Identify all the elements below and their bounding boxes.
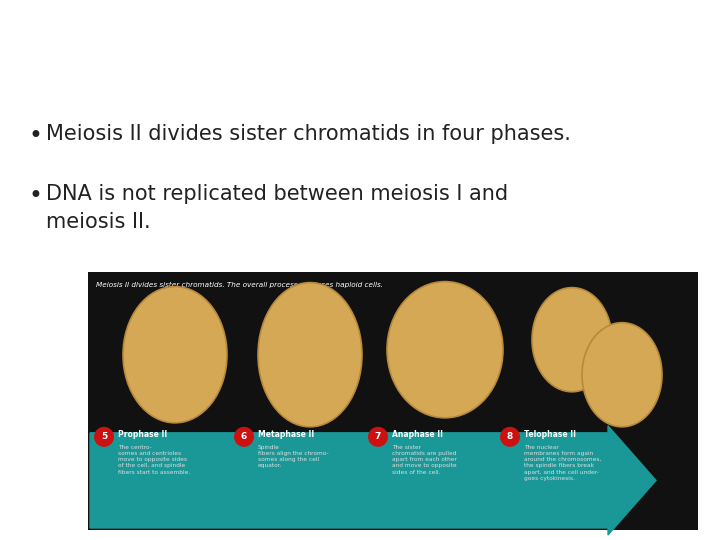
Text: Meiosis II divides sister chromatids in four phases.: Meiosis II divides sister chromatids in … [46, 124, 571, 144]
FancyArrow shape [90, 426, 656, 535]
Text: The centro-
somes and centrioles
move to opposite sides
of the cell, and spindle: The centro- somes and centrioles move to… [118, 445, 190, 475]
Text: The sister
chromatids are pulled
apart from each other
and move to opposite
side: The sister chromatids are pulled apart f… [392, 445, 457, 475]
Text: 6: 6 [241, 433, 247, 441]
Circle shape [500, 427, 520, 447]
Text: Prophase II: Prophase II [118, 430, 167, 440]
Circle shape [234, 427, 254, 447]
Circle shape [368, 427, 388, 447]
Text: Metaphase II: Metaphase II [258, 430, 314, 440]
Text: 8: 8 [507, 433, 513, 441]
Text: Telophase II: Telophase II [524, 430, 576, 440]
Ellipse shape [123, 287, 227, 423]
Ellipse shape [387, 281, 503, 418]
Text: 5: 5 [101, 433, 107, 441]
Ellipse shape [258, 282, 362, 427]
Text: Spindle
fibers align the chromo-
somes along the cell
equator.: Spindle fibers align the chromo- somes a… [258, 445, 328, 469]
Text: 6.1 Chromosomes and Meiosis: 6.1 Chromosomes and Meiosis [11, 23, 486, 51]
Ellipse shape [582, 323, 662, 427]
Text: •: • [28, 124, 42, 148]
Text: •: • [28, 185, 42, 208]
Text: Meiosis II divides sister chromatids. The overall process produces haploid cells: Meiosis II divides sister chromatids. Th… [96, 281, 383, 288]
Text: Anaphase II: Anaphase II [392, 430, 443, 440]
Bar [88, 272, 698, 530]
Circle shape [94, 427, 114, 447]
Text: The nuclear
membranes form again
around the chromosomes,
the spindle fibers brea: The nuclear membranes form again around … [524, 445, 601, 481]
Text: DNA is not replicated between meiosis I and
meiosis II.: DNA is not replicated between meiosis I … [46, 185, 508, 232]
Text: 7: 7 [375, 433, 381, 441]
Ellipse shape [532, 288, 612, 392]
